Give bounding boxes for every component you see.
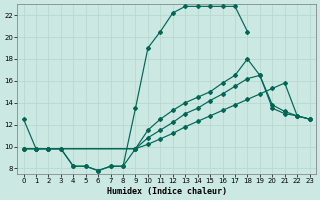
X-axis label: Humidex (Indice chaleur): Humidex (Indice chaleur) (107, 187, 227, 196)
